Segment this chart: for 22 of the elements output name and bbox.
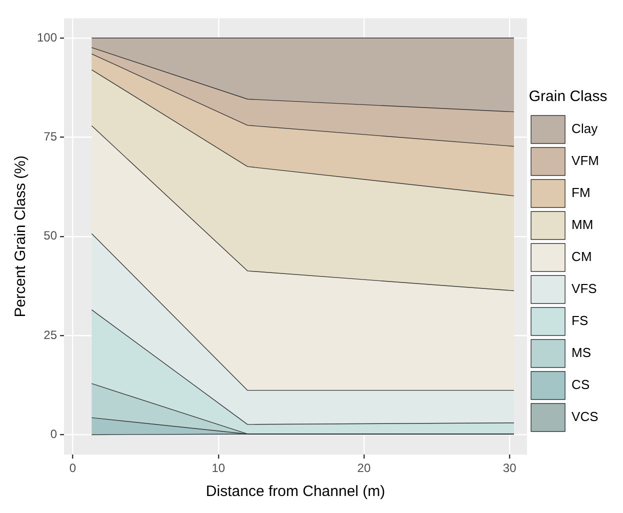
y-tick-label: 100 — [36, 30, 58, 44]
x-tick-label: 10 — [212, 461, 226, 476]
legend-label: MM — [572, 217, 594, 232]
legend-label: CS — [572, 377, 590, 392]
x-axis-title: Distance from Channel (m) — [206, 483, 386, 500]
legend-label: VCS — [572, 409, 599, 424]
x-tick-label: 20 — [357, 461, 371, 476]
legend-label: VFS — [572, 281, 598, 296]
legend-label: FS — [572, 313, 588, 328]
y-tick-label: 25 — [44, 328, 58, 342]
legend-label: VFM — [572, 153, 600, 168]
y-tick-label: 75 — [44, 130, 58, 144]
x-tick-label: 30 — [502, 461, 517, 476]
x-tick-label: 0 — [69, 461, 76, 476]
y-tick-label: 0 — [50, 427, 58, 442]
legend-label: Clay — [572, 121, 598, 136]
legend-label: FM — [572, 185, 590, 200]
y-tick-label: 50 — [44, 228, 58, 243]
legend-label: CM — [572, 249, 592, 264]
legend-title: Grain Class — [528, 88, 608, 106]
y-axis-title: Percent Grain Class (%) — [12, 156, 30, 318]
legend-label: MS — [572, 345, 592, 360]
